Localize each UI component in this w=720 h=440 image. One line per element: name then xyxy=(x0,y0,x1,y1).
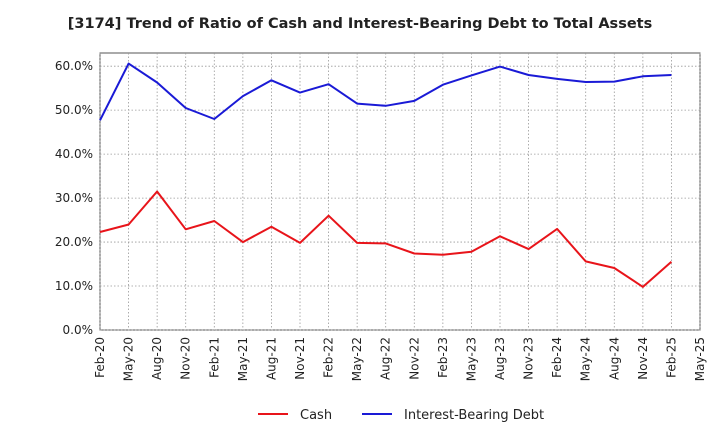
y-tick-label: 60.0% xyxy=(55,59,93,73)
legend-label-1: Interest-Bearing Debt xyxy=(404,408,544,423)
y-tick-label: 40.0% xyxy=(55,147,93,161)
x-tick-label: May-23 xyxy=(464,337,478,381)
x-tick-label: Aug-23 xyxy=(493,337,507,380)
x-tick-label: Nov-22 xyxy=(407,337,421,380)
x-tick-label: Nov-23 xyxy=(522,337,536,380)
y-tick-label: 30.0% xyxy=(55,191,93,205)
x-tick-label: Feb-22 xyxy=(322,337,336,378)
x-tick-label: Feb-23 xyxy=(436,337,450,378)
y-tick-label: 0.0% xyxy=(63,323,94,337)
x-tick-label: May-25 xyxy=(693,337,707,381)
x-tick-label: May-20 xyxy=(122,337,136,381)
x-tick-label: Nov-24 xyxy=(636,337,650,380)
y-tick-label: 10.0% xyxy=(55,279,93,293)
x-tick-label: Aug-24 xyxy=(607,337,621,380)
x-tick-label: Feb-24 xyxy=(550,337,564,378)
x-tick-label: Nov-21 xyxy=(293,337,307,380)
x-tick-label: Aug-20 xyxy=(150,337,164,380)
series-line-0 xyxy=(99,190,673,288)
x-tick-label: Feb-21 xyxy=(207,337,221,378)
x-tick-label: Aug-21 xyxy=(264,337,278,380)
x-tick-label: Feb-20 xyxy=(93,337,107,378)
y-tick-label: 20.0% xyxy=(55,235,93,249)
x-tick-label: May-22 xyxy=(350,337,364,381)
chart-title: [3174] Trend of Ratio of Cash and Intere… xyxy=(67,16,653,32)
x-tick-label: May-21 xyxy=(236,337,250,381)
y-tick-label: 50.0% xyxy=(55,103,93,117)
x-tick-label: Nov-20 xyxy=(179,337,193,380)
series-line-1 xyxy=(99,62,672,121)
x-tick-label: May-24 xyxy=(579,337,593,381)
x-tick-label: Feb-25 xyxy=(664,337,678,378)
plot-area xyxy=(99,52,701,331)
x-tick-label: Aug-22 xyxy=(379,337,393,380)
legend-label-0: Cash xyxy=(300,408,332,423)
